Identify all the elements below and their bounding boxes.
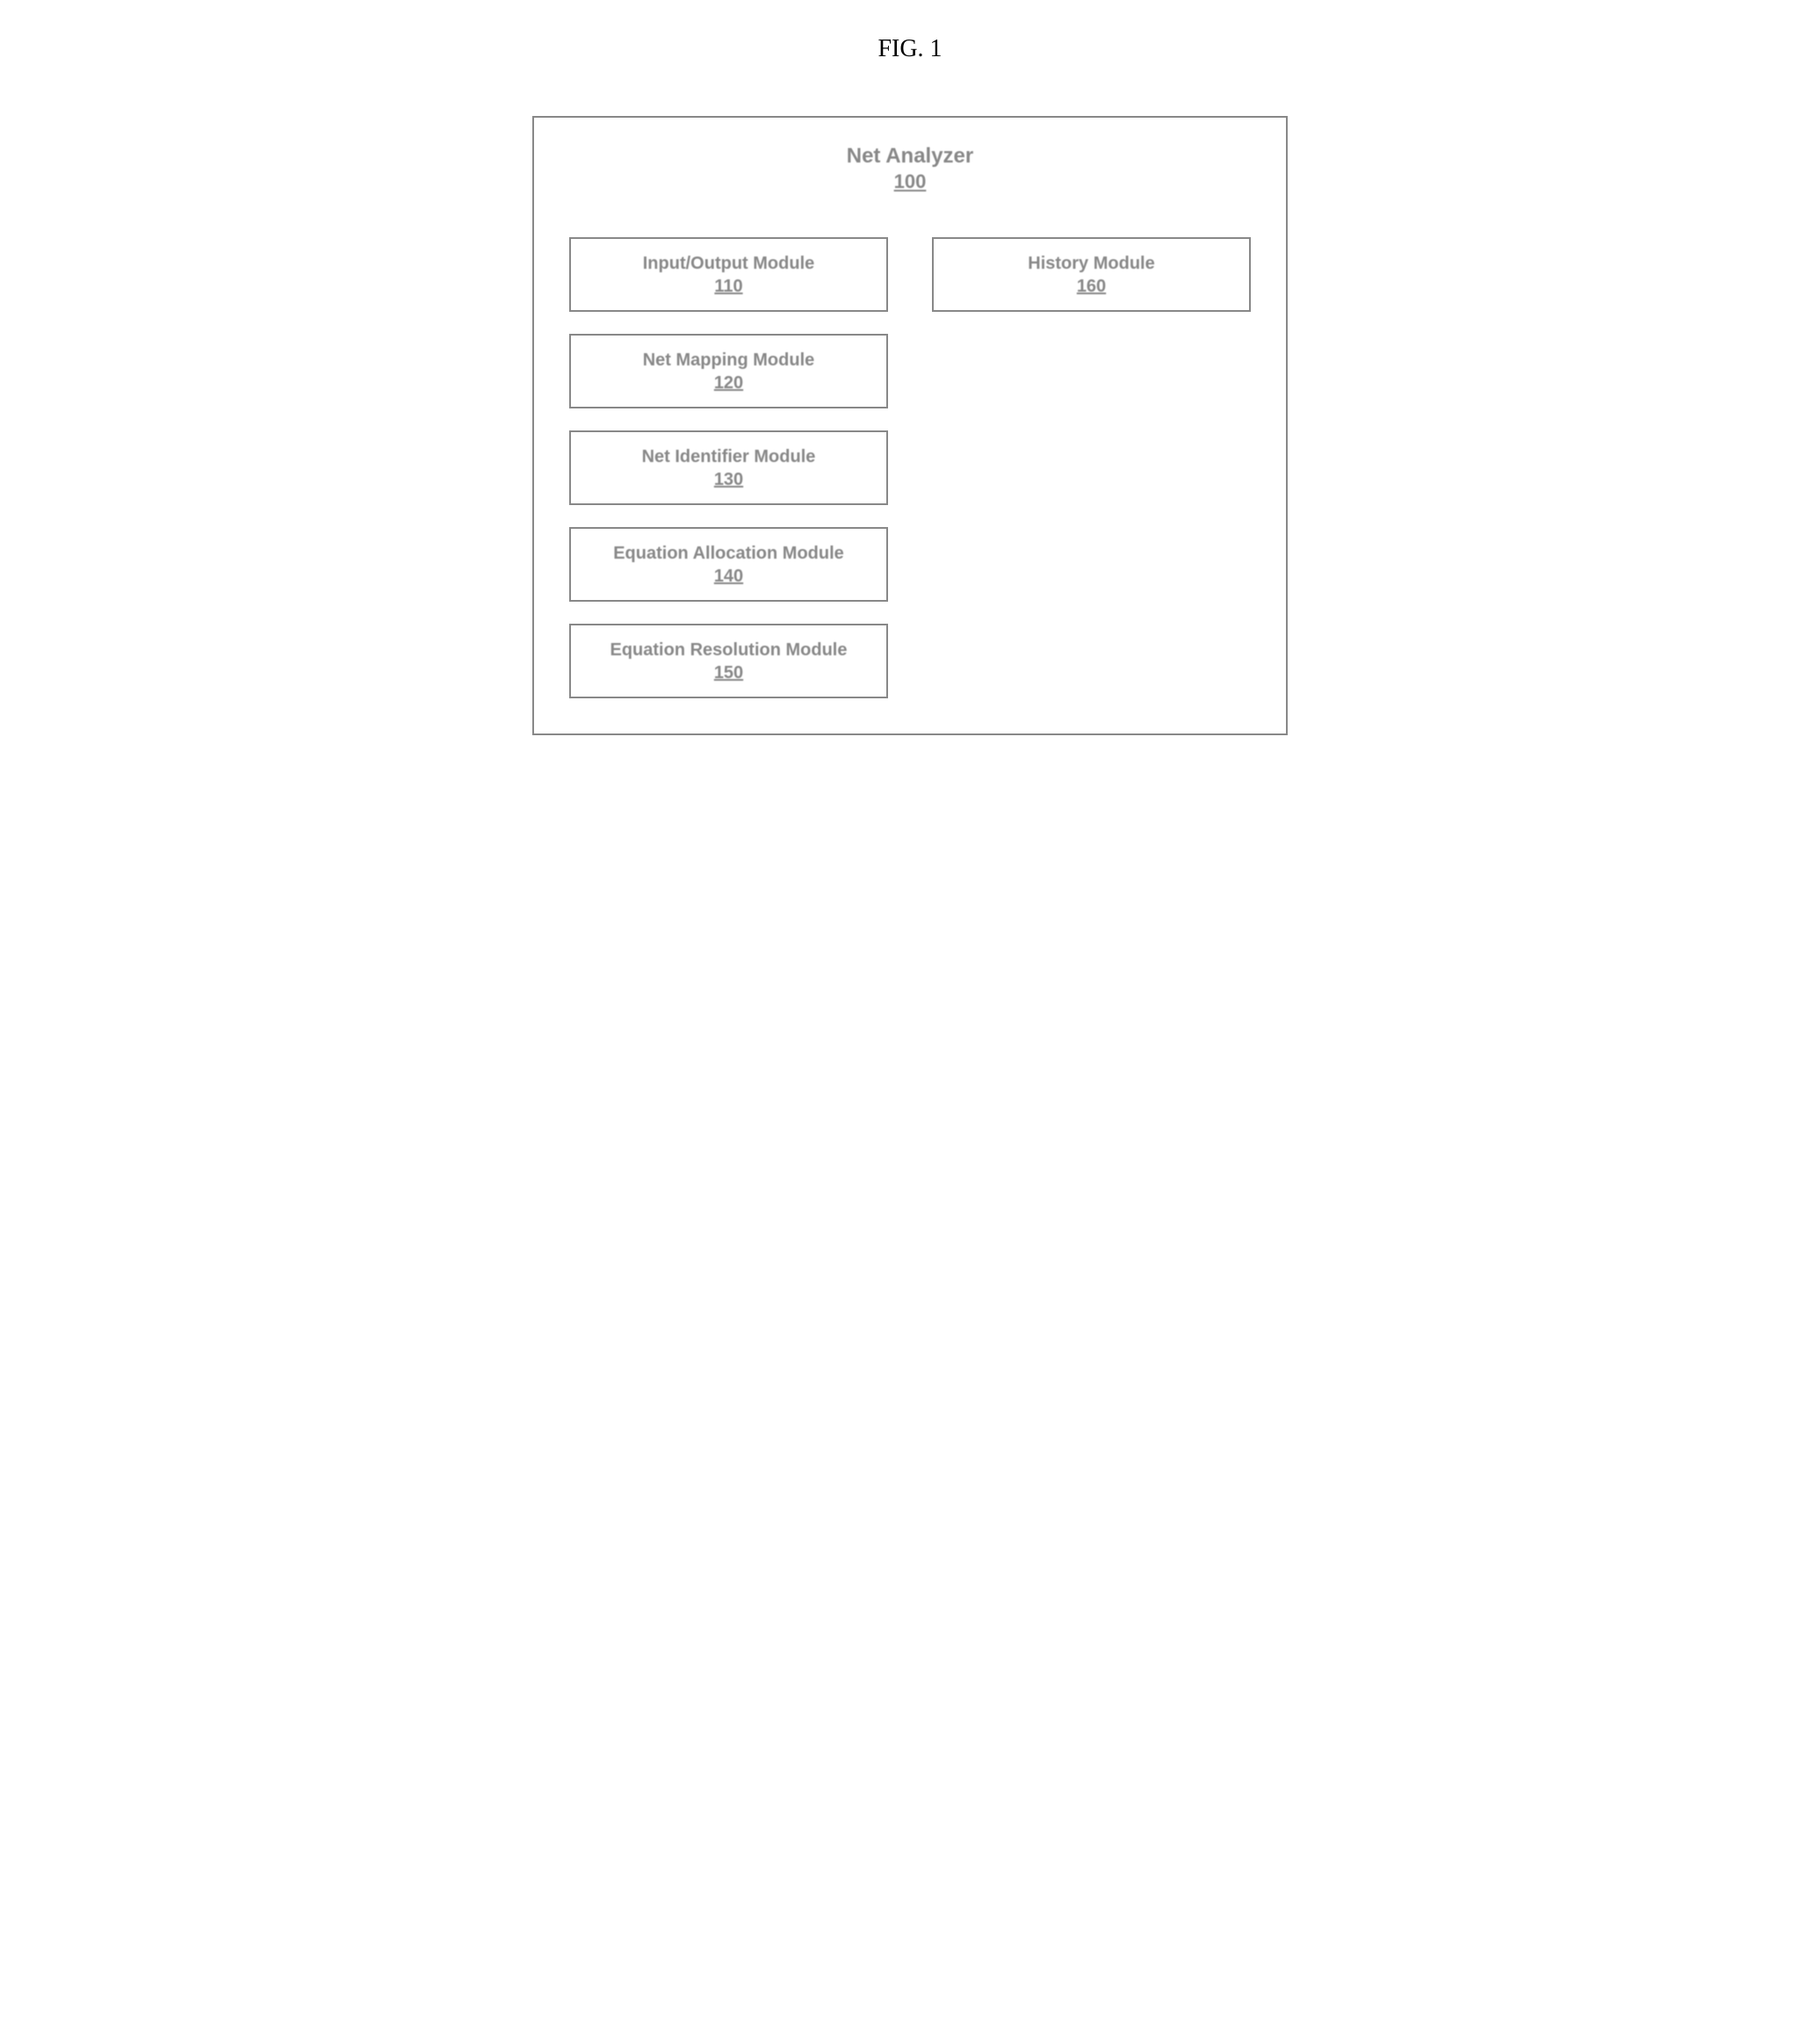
module-title: Net Mapping Module [643,349,815,372]
module-title: Net Identifier Module [642,445,816,468]
module-number: 110 [714,277,742,297]
modules-grid: Input/Output Module 110 History Module 1… [569,237,1251,698]
module-number: 150 [714,663,743,683]
container-header: Net Analyzer 100 [569,144,1251,193]
figure-label: FIG. 1 [878,35,942,63]
module-input-output: Input/Output Module 110 [569,237,888,312]
container-number: 100 [894,170,927,193]
module-equation-resolution: Equation Resolution Module 150 [569,624,888,698]
module-title: History Module [1028,252,1154,275]
module-net-mapping: Net Mapping Module 120 [569,334,888,408]
module-number: 160 [1077,277,1106,297]
empty-cell [932,624,1251,698]
module-equation-allocation: Equation Allocation Module 140 [569,527,888,602]
module-number: 140 [714,567,743,587]
module-title: Input/Output Module [643,252,815,275]
empty-cell [932,430,1251,505]
module-net-identifier: Net Identifier Module 130 [569,430,888,505]
module-number: 130 [714,470,743,490]
module-title: Equation Allocation Module [613,542,844,565]
net-analyzer-container: Net Analyzer 100 Input/Output Module 110… [532,116,1288,735]
module-number: 120 [714,373,743,394]
module-history: History Module 160 [932,237,1251,312]
container-title: Net Analyzer [569,144,1251,169]
empty-cell [932,334,1251,408]
empty-cell [932,527,1251,602]
module-title: Equation Resolution Module [610,639,848,661]
